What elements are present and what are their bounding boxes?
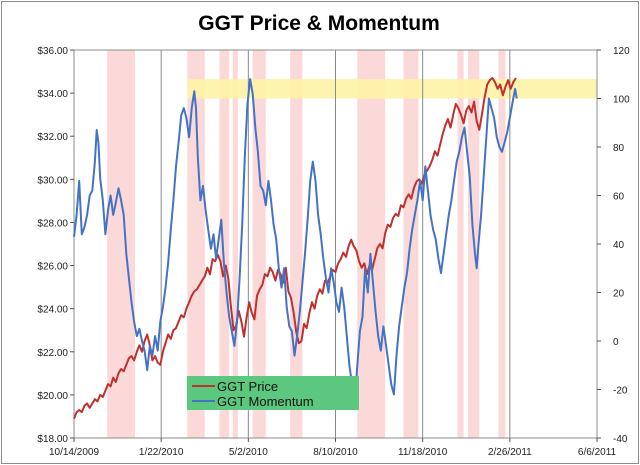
y-left-tick-label: $28.00 — [37, 218, 68, 229]
shaded-band — [252, 50, 266, 438]
x-tick-label: 10/14/2009 — [49, 447, 99, 458]
legend-label: GGT Momentum — [217, 394, 314, 409]
y-right-tick-label: -20 — [613, 386, 628, 397]
shaded-band — [187, 50, 205, 438]
y-left-tick-label: $24.00 — [37, 305, 68, 316]
y-right-tick-label: 20 — [613, 289, 625, 300]
y-right-axis-ticks: -40 -20 0 20 40 60 80 100 120 — [597, 46, 630, 445]
ggt-momentum-line — [73, 78, 518, 406]
x-tick-label: 1/22/2010 — [139, 447, 184, 458]
shaded-band — [232, 50, 238, 438]
x-axis-ticks: 10/14/2009 1/22/2010 5/2/2010 8/10/2010 11/1… — [49, 438, 617, 458]
y-left-tick-label: $30.00 — [37, 175, 68, 186]
y-right-tick-label: 100 — [613, 95, 630, 106]
y-right-tick-label: 40 — [613, 240, 625, 251]
highlight-band — [187, 79, 598, 99]
y-right-tick-label: -40 — [613, 434, 628, 445]
shaded-band — [219, 50, 230, 438]
y-left-tick-label: $18.00 — [37, 434, 68, 445]
y-left-axis-ticks: $18.00 $20.00 $22.00 $24.00 $26.00 $28.00 $30.… — [37, 46, 74, 445]
y-right-tick-label: 0 — [613, 337, 619, 348]
shaded-band — [498, 50, 506, 438]
chart-title: GGT Price & Momentum — [198, 12, 440, 35]
x-tick-label: 5/2/2010 — [229, 447, 268, 458]
shaded-band — [107, 50, 136, 438]
x-tick-label: 11/18/2010 — [398, 447, 448, 458]
y-left-tick-label: $26.00 — [37, 262, 68, 273]
x-tick-label: 6/6/2011 — [578, 447, 617, 458]
series-lines — [73, 77, 518, 419]
y-left-tick-label: $36.00 — [37, 46, 68, 57]
y-right-tick-label: 80 — [613, 143, 625, 154]
shaded-band — [457, 50, 464, 438]
y-right-tick-label: 120 — [613, 46, 630, 57]
x-tick-label: 2/26/2011 — [488, 447, 532, 458]
legend-box — [187, 376, 359, 410]
y-left-tick-label: $34.00 — [37, 89, 68, 100]
ggt-price-line — [73, 77, 517, 419]
y-left-tick-label: $32.00 — [37, 132, 68, 143]
legend-label: GGT Price — [217, 379, 278, 394]
x-tick-label: 8/10/2010 — [313, 447, 358, 458]
y-right-tick-label: 60 — [613, 192, 625, 203]
y-left-tick-label: $20.00 — [37, 391, 68, 402]
y-left-tick-label: $22.00 — [37, 348, 68, 359]
